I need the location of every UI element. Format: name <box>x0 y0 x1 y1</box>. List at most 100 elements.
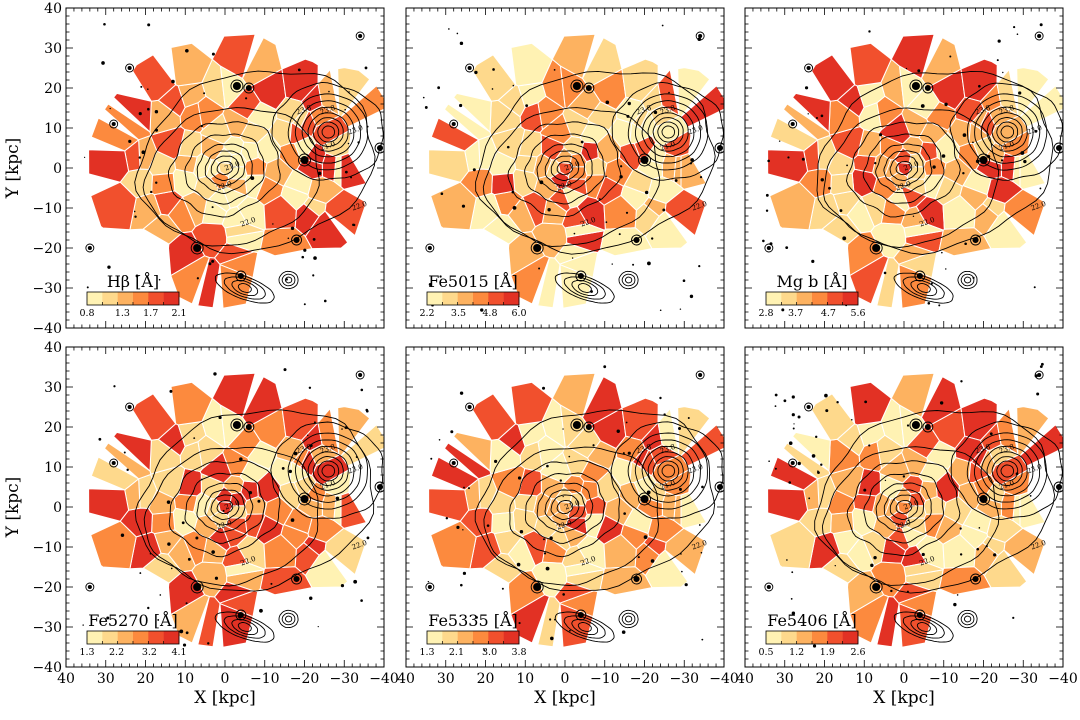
star-marker <box>111 460 116 466</box>
isophote-satellite <box>618 609 639 629</box>
isophote <box>846 121 961 218</box>
voronoi-bin <box>321 152 337 183</box>
star-marker <box>911 420 920 430</box>
isophote-satellite <box>957 609 978 629</box>
star-marker <box>300 494 309 504</box>
point-source <box>985 545 988 548</box>
point-source <box>765 193 769 197</box>
colorbar-segment <box>442 631 458 644</box>
point-source <box>467 487 470 490</box>
star-contour <box>298 492 311 506</box>
point-source <box>625 211 629 214</box>
point-source <box>538 267 541 270</box>
point-source <box>682 279 686 283</box>
point-source <box>959 527 962 530</box>
colorbar-tick-label: 2.6 <box>850 647 865 658</box>
point-source <box>1016 33 1019 36</box>
point-source <box>653 110 658 115</box>
isophote <box>196 143 253 194</box>
voronoi-bin <box>890 33 935 80</box>
y-axis-label: Y [kpc] <box>3 138 23 200</box>
star-marker <box>87 245 92 251</box>
isophote <box>875 482 932 533</box>
point-source <box>890 589 893 593</box>
star-marker <box>358 372 363 378</box>
point-source <box>474 70 478 75</box>
isophote-companion <box>307 451 349 491</box>
star-marker <box>193 243 202 253</box>
voronoi-bin <box>680 491 708 529</box>
point-source <box>698 265 701 268</box>
point-source <box>842 236 847 241</box>
star-marker <box>979 494 988 504</box>
point-source <box>623 512 626 515</box>
star-marker <box>790 460 795 466</box>
point-source <box>549 536 553 540</box>
point-source <box>459 41 464 46</box>
x-tick-label: 30 <box>97 671 115 687</box>
star-marker <box>979 155 988 165</box>
colorbar-segment <box>133 631 149 644</box>
star-contour <box>764 582 774 592</box>
star-contour <box>235 270 247 282</box>
colorbar-tick-label: 3.5 <box>451 308 466 319</box>
point-source <box>365 408 369 412</box>
point-source <box>185 602 188 605</box>
voronoi-bin <box>599 227 653 257</box>
isophote-contours <box>82 368 384 647</box>
point-source <box>801 157 805 161</box>
isophote-satellite <box>278 270 299 290</box>
point-source <box>836 401 839 404</box>
isophote-companion <box>652 456 684 486</box>
star-marker <box>451 121 456 127</box>
point-source <box>975 159 980 164</box>
point-source <box>323 299 327 303</box>
colorbar-segment <box>796 292 813 305</box>
voronoi-bin <box>767 149 809 183</box>
point-source <box>462 529 464 531</box>
point-source <box>678 487 682 491</box>
point-source <box>207 642 210 645</box>
voronoi-bin <box>983 210 1028 250</box>
point-source <box>193 437 196 439</box>
isophote <box>536 143 593 194</box>
star-contour <box>243 421 255 433</box>
colorbar-segment <box>133 292 149 305</box>
point-source <box>700 551 703 554</box>
point-source <box>366 536 370 540</box>
colorbar-segment <box>148 292 164 305</box>
point-source <box>573 232 576 235</box>
star-contour <box>570 79 584 93</box>
colorbar: Mg b [Å] 2.8 3.7 4.7 5.6 <box>758 271 865 319</box>
colorbar-tick-label: 5.6 <box>850 308 865 319</box>
point-source <box>179 629 184 634</box>
point-source <box>790 597 793 600</box>
star-contour <box>714 481 724 493</box>
point-source <box>659 309 662 312</box>
star-marker <box>1055 483 1063 491</box>
colorbar: Hβ [Å] 0.8 1.3 1.7 2.1 <box>79 271 186 319</box>
y-tick-label: −30 <box>32 281 62 297</box>
point-source <box>360 599 363 602</box>
point-source <box>646 490 651 495</box>
point-source <box>238 614 242 619</box>
y-tick-label: −10 <box>32 540 62 556</box>
point-source <box>972 141 974 144</box>
star-contour <box>85 582 95 592</box>
point-source <box>200 124 203 128</box>
point-source <box>352 223 356 227</box>
star-marker <box>766 245 771 251</box>
y-tick-label: 0 <box>53 500 62 516</box>
point-source <box>82 624 84 626</box>
point-source <box>303 303 306 306</box>
isophote-companion <box>991 456 1023 486</box>
star-contour <box>1034 31 1044 41</box>
colorbar-segment <box>503 292 520 305</box>
isophote-satellite <box>960 612 975 626</box>
isophote-contours <box>425 365 724 652</box>
star-contour <box>922 82 934 94</box>
colorbar-tick-label: 0.8 <box>79 308 94 319</box>
axis-ticks <box>65 346 385 668</box>
isophote-satellite <box>281 273 296 287</box>
point-source <box>501 587 504 590</box>
